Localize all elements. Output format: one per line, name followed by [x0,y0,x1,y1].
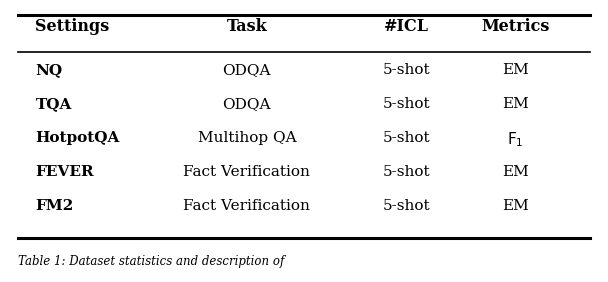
Text: EM: EM [502,63,529,77]
Text: Table 1: Dataset statistics and description of: Table 1: Dataset statistics and descript… [18,255,285,268]
Text: #ICL: #ICL [384,18,429,35]
Text: 5-shot: 5-shot [383,63,430,77]
Text: EM: EM [502,165,529,179]
Text: 5-shot: 5-shot [383,131,430,145]
Text: EM: EM [502,97,529,111]
Text: HotpotQA: HotpotQA [35,131,120,145]
Text: Fact Verification: Fact Verification [184,199,310,213]
Text: FEVER: FEVER [35,165,94,179]
Text: 5-shot: 5-shot [383,199,430,213]
Text: Fact Verification: Fact Verification [184,165,310,179]
Text: Settings: Settings [35,18,109,35]
Text: EM: EM [502,199,529,213]
Text: FM2: FM2 [35,199,74,213]
Text: Task: Task [227,18,267,35]
Text: ODQA: ODQA [223,97,271,111]
Text: NQ: NQ [35,63,63,77]
Text: Multihop QA: Multihop QA [198,131,296,145]
Text: $\mathrm{F}_1$: $\mathrm{F}_1$ [507,131,523,149]
Text: 5-shot: 5-shot [383,97,430,111]
Text: 5-shot: 5-shot [383,165,430,179]
Text: TQA: TQA [35,97,72,111]
Text: Metrics: Metrics [482,18,550,35]
Text: ODQA: ODQA [223,63,271,77]
